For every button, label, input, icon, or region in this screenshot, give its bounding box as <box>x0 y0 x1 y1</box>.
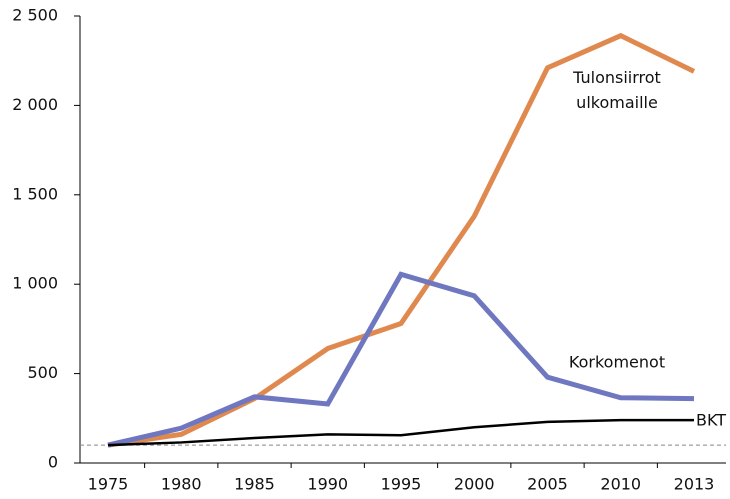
series-label: BKT <box>696 411 726 430</box>
series-label: Korkomenot <box>569 353 665 372</box>
y-tick-label: 0 <box>48 453 58 472</box>
x-tick-label: 1985 <box>234 475 275 494</box>
y-tick-label: 2 500 <box>12 6 58 25</box>
x-tick-label: 2000 <box>454 475 495 494</box>
y-tick-label: 500 <box>27 363 58 382</box>
series-label: Tulonsiirrot ulkomaille <box>572 68 661 112</box>
x-tick-label: 1975 <box>88 475 129 494</box>
series-line <box>107 271 695 448</box>
x-tick-label: 1995 <box>381 475 422 494</box>
y-tick-label: 1 500 <box>12 184 58 203</box>
x-tick-label: 1990 <box>307 475 348 494</box>
series-line <box>107 418 694 447</box>
x-tick-label: 2005 <box>527 475 568 494</box>
x-tick-label: 2013 <box>674 475 715 494</box>
y-tick-label: 1 000 <box>12 274 58 293</box>
y-tick-label: 2 000 <box>12 95 58 114</box>
x-tick-label: 2010 <box>600 475 641 494</box>
x-tick-label: 1980 <box>161 475 202 494</box>
series-line <box>107 32 696 448</box>
